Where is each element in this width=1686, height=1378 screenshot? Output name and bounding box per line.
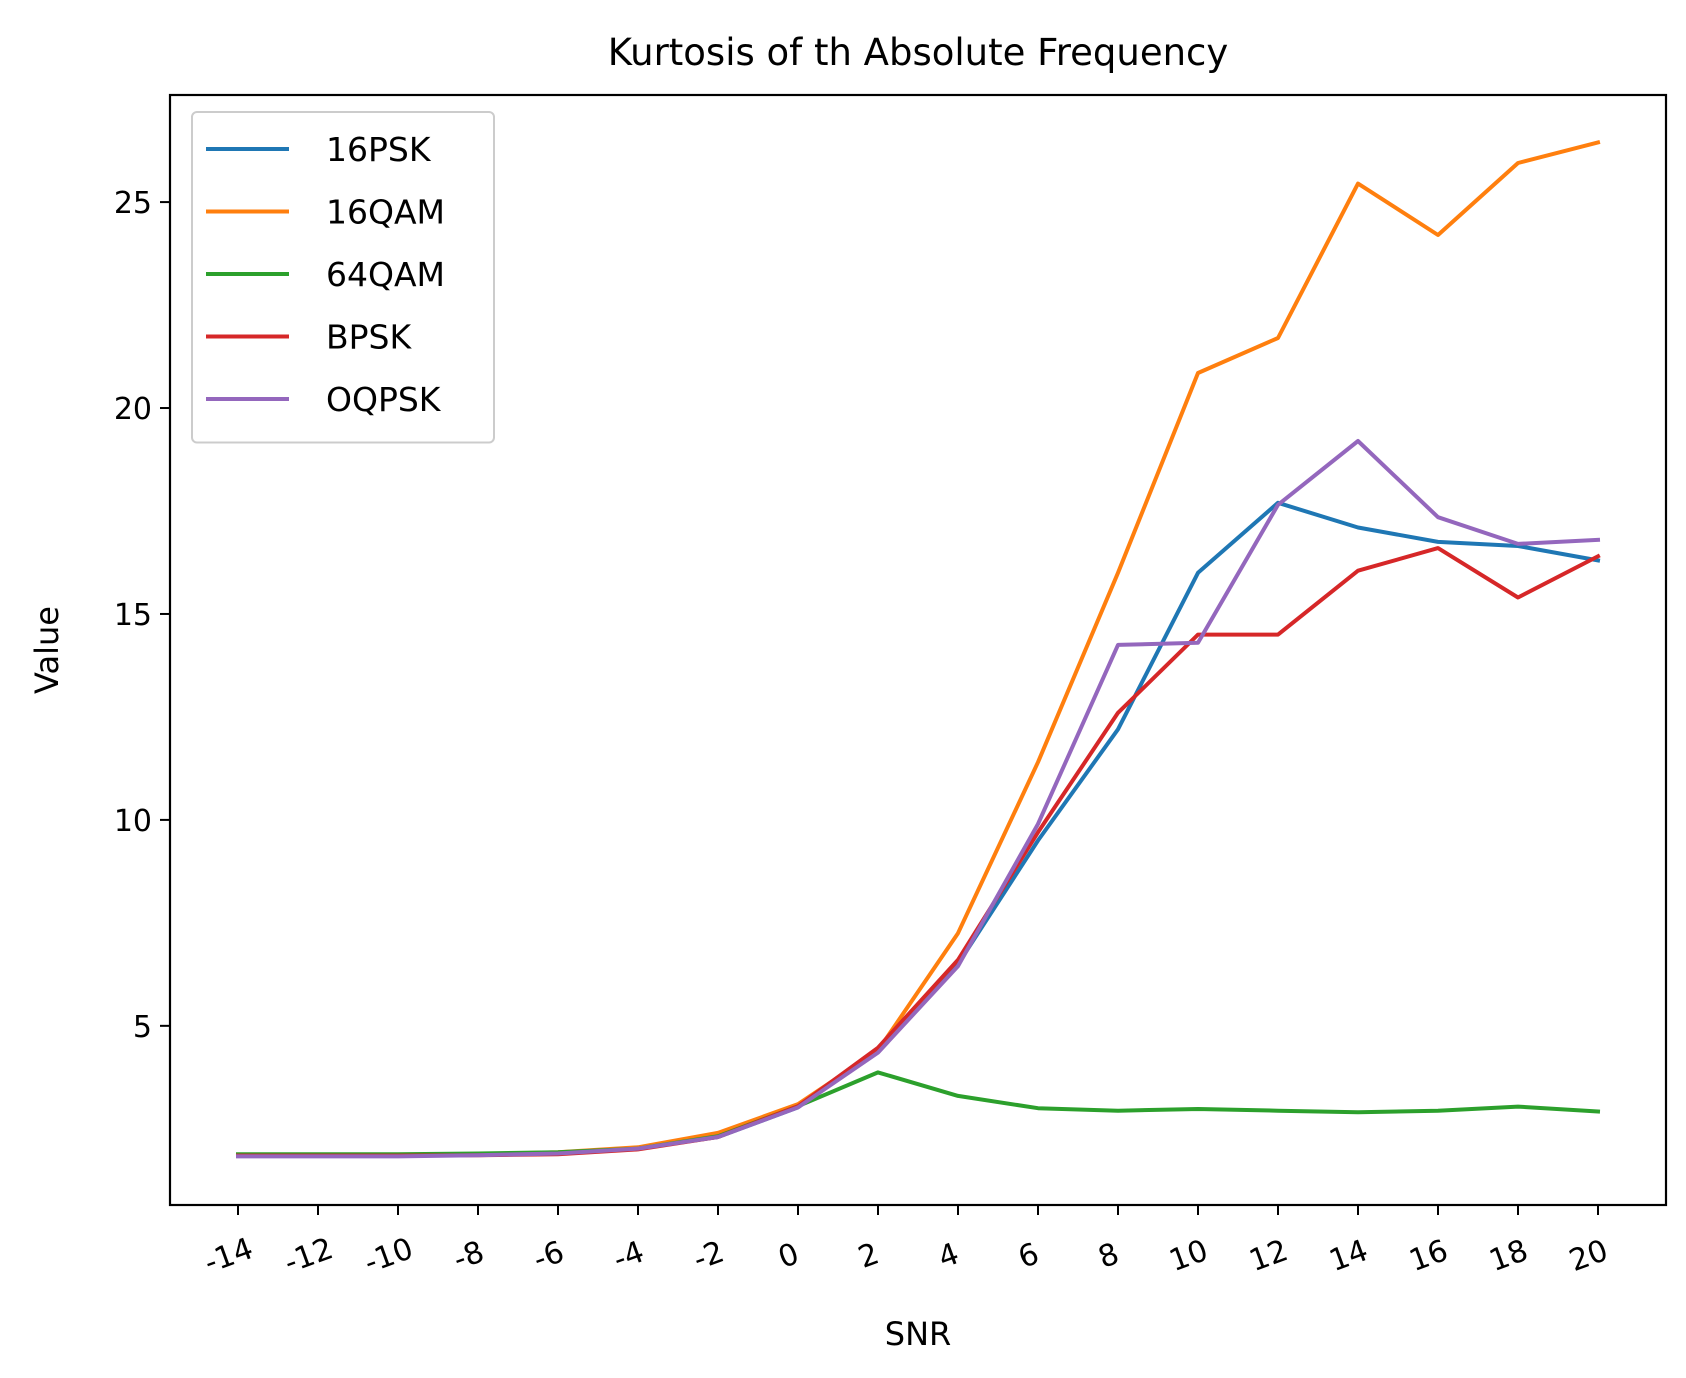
series-line-oqpsk: [236, 439, 1601, 1159]
series-line-64qam: [236, 1070, 1601, 1157]
x-tick-label: -2: [689, 1235, 729, 1278]
legend-label: 16QAM: [326, 193, 445, 232]
legend: 16PSK 16QAM 64QAM BPSK OQPSK: [191, 111, 495, 444]
x-tick-label: 10: [1165, 1233, 1213, 1279]
y-axis-ticks: 5 10 15 20 25: [114, 186, 170, 1045]
x-tick-label: 16: [1405, 1233, 1453, 1279]
y-tick-label: 5: [133, 1010, 152, 1045]
x-tick-label: 8: [1094, 1236, 1124, 1275]
y-tick-label: 20: [114, 392, 152, 427]
x-tick-label: -10: [360, 1231, 418, 1281]
x-tick-label: 18: [1485, 1233, 1533, 1279]
plot-frame: [168, 93, 1668, 1207]
y-tick-label: 25: [114, 186, 152, 221]
series-line-bpsk: [236, 546, 1601, 1158]
legend-label: BPSK: [326, 318, 412, 357]
legend-label: 64QAM: [326, 255, 445, 294]
legend-box: [191, 111, 495, 444]
series-lines: [235, 139, 1601, 1159]
x-tick-label: 12: [1245, 1233, 1293, 1279]
legend-label: OQPSK: [326, 380, 442, 419]
x-tick-label: -4: [609, 1235, 649, 1278]
x-tick-label: 4: [934, 1236, 964, 1275]
y-axis-label: Value: [28, 606, 66, 694]
x-tick-label: 14: [1325, 1233, 1373, 1279]
y-tick-label: 10: [114, 804, 152, 839]
x-tick-label: 0: [774, 1236, 804, 1275]
chart-title: Kurtosis of th Absolute Frequency: [608, 31, 1229, 74]
x-tick-label: 20: [1565, 1233, 1613, 1279]
x-axis-label: SNR: [885, 1315, 951, 1353]
series-line-16psk: [236, 500, 1601, 1158]
x-tick-label: -8: [449, 1235, 489, 1278]
x-tick-label: -12: [280, 1231, 338, 1281]
x-tick-label: -6: [529, 1235, 569, 1278]
x-tick-label: -14: [200, 1231, 258, 1281]
x-tick-label: 6: [1014, 1236, 1044, 1275]
legend-label: 16PSK: [326, 130, 432, 169]
y-tick-label: 15: [114, 598, 152, 633]
x-tick-label: 2: [854, 1236, 884, 1275]
x-axis-ticks: -14 -12 -10 -8 -6 -4 -2 0 2 4 6 8 10 12 14 16 18 20: [200, 1205, 1613, 1281]
plot-area: [168, 93, 1668, 1207]
